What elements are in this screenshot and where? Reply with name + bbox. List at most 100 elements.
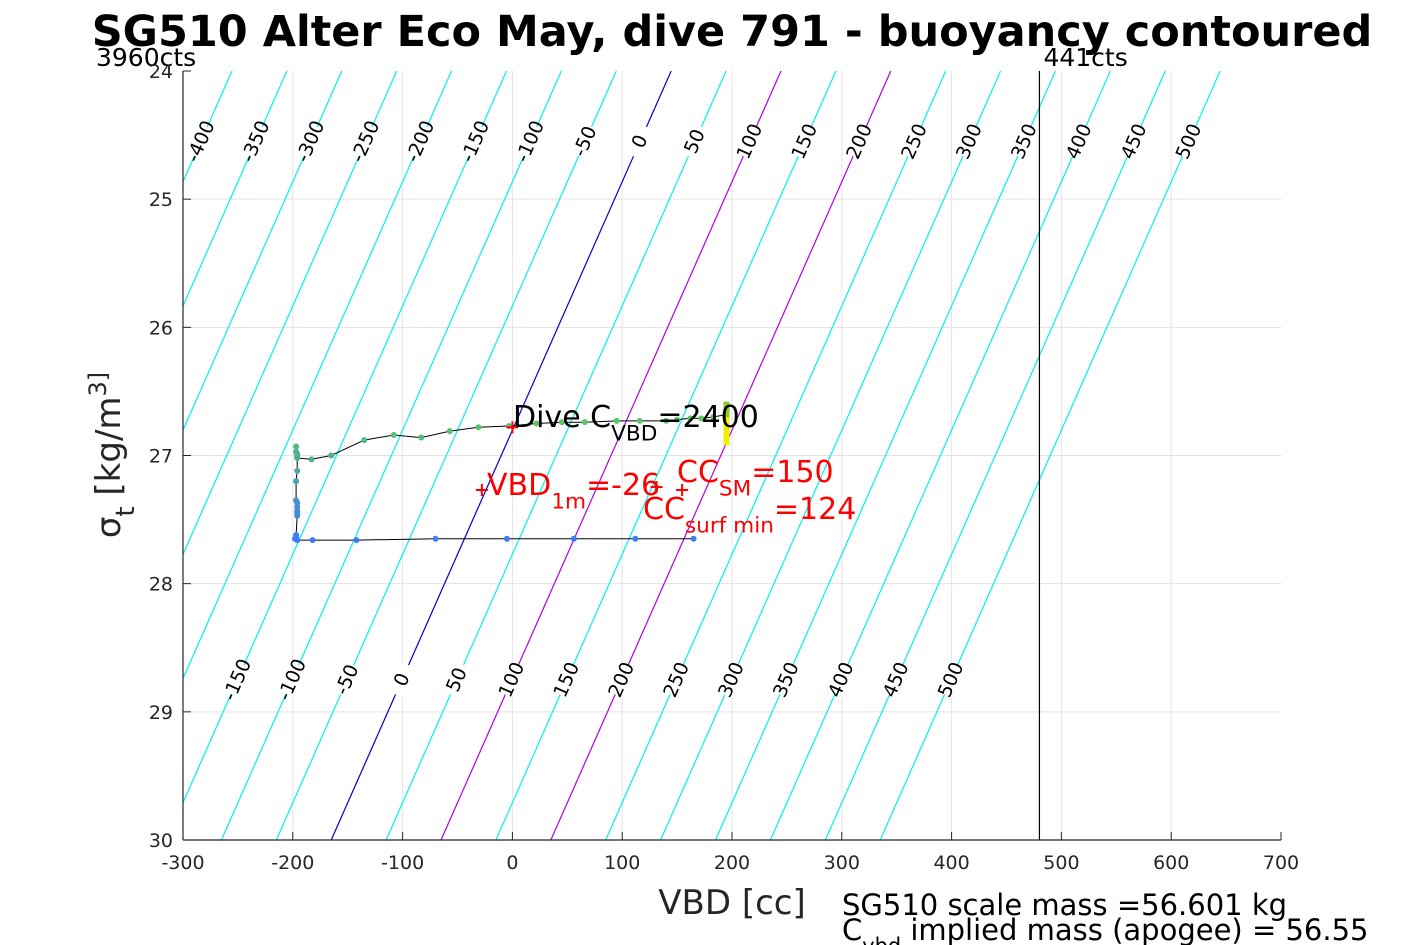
- contour-label-bg: [878, 660, 914, 700]
- x-tick-label: 600: [1153, 852, 1189, 874]
- x-tick-label: 300: [824, 852, 860, 874]
- contour-line: [495, 71, 837, 840]
- y-axis-label-text: σt [kg/m3]: [84, 372, 141, 538]
- limit-label: 3960cts: [96, 43, 196, 72]
- contour-label: -300: [292, 117, 330, 165]
- dive-point: [613, 417, 620, 424]
- dive-point: [361, 437, 368, 444]
- contour-label-bg: [549, 660, 585, 700]
- contour-label-bg: [274, 660, 310, 700]
- dive-c-vbd-label: Dive CVBD=2400: [513, 400, 759, 447]
- contour-label-bg: [238, 122, 274, 161]
- y-tick-label: 25: [149, 189, 173, 211]
- dive-point: [690, 535, 697, 542]
- dive-point: [293, 443, 300, 450]
- contour-label-bg: [1116, 122, 1152, 161]
- vbd-1m-label: VBD1m=-26: [487, 468, 660, 515]
- dive-point: [581, 419, 588, 426]
- dive-point: [570, 535, 577, 542]
- contour-label-bg: [402, 122, 438, 161]
- contour-label-bg: [439, 660, 475, 700]
- contour-label-bg: [677, 122, 713, 161]
- contour-lines: [183, 71, 1221, 840]
- contour-label: -100: [273, 656, 311, 704]
- contour-line: [183, 71, 508, 805]
- dive-point: [698, 415, 705, 422]
- y-tick-label: 29: [149, 702, 173, 724]
- contour-line: [330, 71, 672, 840]
- dive-point: [636, 417, 643, 424]
- contour-label-bg: [714, 660, 749, 700]
- dive-point: [328, 452, 335, 459]
- dive-point: [674, 416, 681, 423]
- dive-point: [308, 456, 315, 463]
- x-tick-label: -200: [271, 852, 314, 874]
- dive-point: [293, 478, 300, 485]
- contour-line: [183, 71, 343, 432]
- contour-label: -350: [237, 117, 275, 165]
- contour-line: [183, 71, 288, 308]
- contour-label-bg: [384, 660, 420, 700]
- contour-label-bg: [512, 122, 548, 161]
- contour-label-bg: [329, 660, 365, 700]
- dive-point: [294, 467, 301, 474]
- y-tick-label: 27: [149, 446, 173, 468]
- contour-label-bg: [1006, 122, 1042, 161]
- dive-point: [294, 537, 301, 544]
- contour-label-bg: [768, 660, 804, 700]
- contour-line: [183, 71, 453, 681]
- contour-label-bg: [787, 122, 823, 161]
- dive-point: [418, 434, 425, 441]
- contour-label-bg: [183, 122, 219, 161]
- contour-label-bg: [842, 122, 878, 161]
- contour-label-bg: [951, 122, 987, 161]
- contour-line: [275, 71, 617, 840]
- dive-point: [353, 537, 360, 544]
- contour-label-bg: [293, 122, 329, 161]
- y-tick-label: 30: [149, 830, 173, 852]
- contour-line: [550, 71, 892, 840]
- buoyancy-contours: [183, 71, 1221, 840]
- dive-point: [687, 415, 694, 422]
- implied-mass-text: Cvbd implied mass (apogee) = 56.55: [842, 913, 1368, 945]
- x-tick-label: 100: [604, 852, 640, 874]
- x-tick-label: 0: [506, 852, 518, 874]
- contour-label: -50: [331, 661, 364, 698]
- contour-label: -150: [219, 656, 257, 704]
- contour-line: [385, 71, 727, 840]
- y-tick-label: 28: [149, 574, 173, 596]
- contour-line: [879, 71, 1221, 840]
- y-axis-label: σt [kg/m3]: [84, 372, 141, 538]
- dive-track: [291, 401, 730, 544]
- contour-label: -50: [569, 123, 602, 160]
- limit-label: 441cts: [1043, 43, 1127, 72]
- contour-line: [183, 71, 398, 556]
- cc-surf-min-label: CCsurf min=124: [643, 492, 856, 539]
- x-tick-label: 400: [933, 852, 969, 874]
- contour-label-bg: [1171, 122, 1207, 161]
- axis-ticks: -300 -200 -100 0 100 200 300 400 500 600 700 24 25 26…: [149, 61, 1299, 874]
- dive-point: [294, 512, 301, 519]
- footer-mass-info: SG510 scale mass =56.601 kgCvbd implied …: [842, 888, 1368, 945]
- contour-label: -400: [182, 117, 220, 165]
- contour-line: [605, 71, 947, 840]
- contour-label-bg: [823, 660, 859, 700]
- grid-lines: [183, 71, 1281, 840]
- contour-label-bg: [457, 122, 493, 161]
- contour-label-bg: [348, 122, 383, 161]
- contour-label-bg: [622, 122, 658, 161]
- y-tick-label: 24: [149, 61, 173, 83]
- contour-line: [714, 71, 1057, 840]
- contour-label-bg: [659, 660, 694, 700]
- dive-point: [390, 431, 397, 438]
- x-tick-label: 200: [714, 852, 750, 874]
- dive-point: [446, 428, 453, 435]
- vbd-limit-lines: 3960cts 441cts: [96, 43, 1128, 840]
- dive-point: [294, 455, 301, 462]
- contour-label: -250: [347, 117, 385, 165]
- cc-sm-label: CCSM=150: [677, 455, 834, 502]
- x-tick-label: -300: [161, 852, 204, 874]
- x-tick-label: 700: [1263, 852, 1299, 874]
- contour-label-bg: [1061, 122, 1097, 161]
